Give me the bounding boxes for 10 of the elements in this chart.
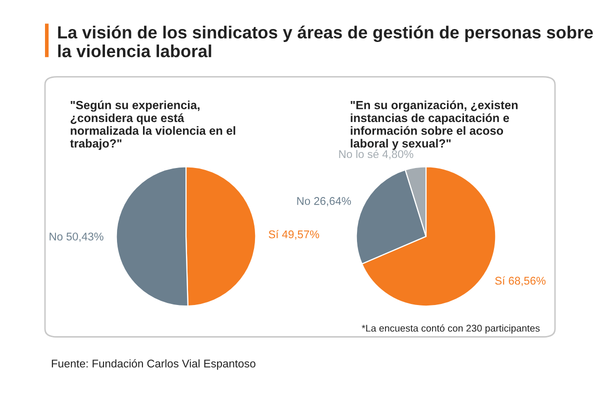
slice-label: No lo sé 4,80% <box>339 150 414 160</box>
chart-title: La visión de los sindicatos y áreas de gestión de personas sobre la violencia laboral <box>58 26 593 58</box>
slice-label: Sí 49,57% <box>268 230 320 240</box>
slice-label: No 26,64% <box>297 197 351 206</box>
slice-label: Sí 68,56% <box>495 276 546 286</box>
text: *La encuesta contó con 230 participantes <box>362 324 540 334</box>
slice-label: No 50,43% <box>50 232 104 242</box>
chart-subtitle: "Según su experiencia, ¿considera que está normalizada la violencia en el trabajo?" <box>70 100 236 150</box>
source-note: Fuente: Fundación Carlos Vial Espantoso <box>52 359 256 370</box>
chart-title: "En su organización, ¿existen instancias de capacitación e información sobre el acoso laboral y sexual?" <box>350 100 518 150</box>
